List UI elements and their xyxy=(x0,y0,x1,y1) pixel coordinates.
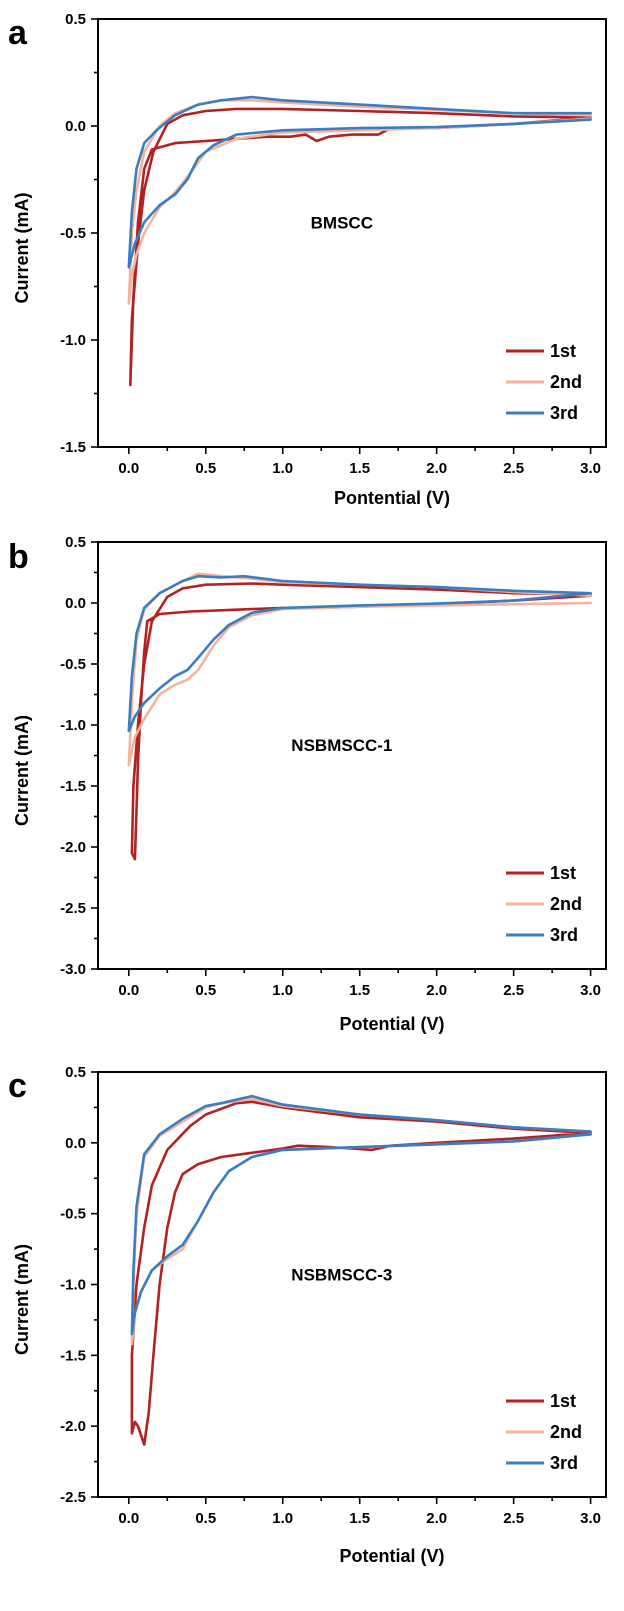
y-tick-label: 0.0 xyxy=(65,1135,86,1152)
x-tick-label: 1.5 xyxy=(349,1510,370,1527)
x-tick-label: 0.0 xyxy=(118,460,139,477)
y-tick-label: -1.0 xyxy=(60,332,86,349)
y-tick-label: -2.0 xyxy=(60,839,86,856)
x-tick-label: 2.0 xyxy=(426,982,447,999)
x-tick-label: 0.0 xyxy=(118,982,139,999)
legend-label: 3rd xyxy=(550,1453,578,1473)
y-axis-title: Current (mA) xyxy=(12,715,32,826)
legend-label: 2nd xyxy=(550,372,582,392)
legend-label: 3rd xyxy=(550,925,578,945)
y-tick-label: -1.5 xyxy=(60,778,86,795)
legend-label: 1st xyxy=(550,863,576,883)
y-tick-label: -1.0 xyxy=(60,717,86,734)
x-tick-label: 0.5 xyxy=(195,982,216,999)
x-axis-title: Potential (V) xyxy=(339,1014,444,1034)
y-tick-label: -1.5 xyxy=(60,439,86,456)
y-tick-label: -2.5 xyxy=(60,1489,86,1506)
series-line-3rd xyxy=(130,1094,592,1336)
series-line-3rd xyxy=(127,574,592,733)
y-tick-label: -2.0 xyxy=(60,1418,86,1435)
panel-c: c 0.0 0.5 1.0 1.5 2.0 2.5 3.0 0.5 0.0 -0.5 -1.0 -1.5… xyxy=(8,1064,607,1566)
series-line-1st xyxy=(129,107,592,387)
series-line-2nd xyxy=(127,572,592,767)
series-line-2nd xyxy=(130,1097,592,1346)
y-axis-title: Current (mA) xyxy=(12,192,32,303)
x-tick-label: 1.0 xyxy=(272,1510,293,1527)
x-tick-label: 3.0 xyxy=(580,1510,601,1527)
y-tick-label: -0.5 xyxy=(60,225,86,242)
y-axis-title: Current (mA) xyxy=(12,1244,32,1355)
y-tick-label: 0.5 xyxy=(65,1064,86,1081)
x-tick-label: 2.5 xyxy=(503,982,524,999)
panel-letter: b xyxy=(8,538,29,576)
legend-label: 3rd xyxy=(550,403,578,423)
x-tick-label: 1.0 xyxy=(272,460,293,477)
y-tick-label: 0.0 xyxy=(65,595,86,612)
x-tick-label: 3.0 xyxy=(580,982,601,999)
legend-label: 1st xyxy=(550,341,576,361)
panel-letter: a xyxy=(8,14,28,52)
series-line-3rd xyxy=(127,95,592,269)
x-axis-title: Pontential (V) xyxy=(334,488,450,508)
x-axis-title: Potential (V) xyxy=(339,1546,444,1566)
legend-label: 2nd xyxy=(550,894,582,914)
series-line-2nd xyxy=(127,99,592,305)
x-tick-label: 2.5 xyxy=(503,460,524,477)
series-line-1st xyxy=(130,582,592,861)
legend-label: 2nd xyxy=(550,1422,582,1442)
sample-label: NSBMSCC-1 xyxy=(291,736,392,755)
y-tick-label: -0.5 xyxy=(60,1206,86,1223)
panel-b: b 0.0 0.5 1.0 1.5 2.0 2.5 3.0 0.5 0.0 -0.5 -1.0 -1.5… xyxy=(8,534,607,1034)
panel-letter: c xyxy=(8,1067,27,1105)
y-tick-label: 0.0 xyxy=(65,118,86,135)
x-tick-label: 2.0 xyxy=(426,460,447,477)
x-tick-label: 1.0 xyxy=(272,982,293,999)
y-tick-label: -3.0 xyxy=(60,961,86,978)
x-tick-label: 0.5 xyxy=(195,460,216,477)
x-tick-label: 1.5 xyxy=(349,460,370,477)
panel-a: a 0.0 0.5 1.0 1.5 2.0 2.5 3.0 0.5 0.0 -0.5 -1.0 -1.5… xyxy=(8,11,607,508)
x-tick-label: 1.5 xyxy=(349,982,370,999)
y-tick-label: 0.5 xyxy=(65,11,86,28)
x-tick-label: 3.0 xyxy=(580,460,601,477)
y-tick-label: -1.0 xyxy=(60,1277,86,1294)
x-tick-label: 0.0 xyxy=(118,1510,139,1527)
y-tick-label: 0.5 xyxy=(65,534,86,551)
y-tick-label: -0.5 xyxy=(60,656,86,673)
legend-label: 1st xyxy=(550,1391,576,1411)
x-tick-label: 0.5 xyxy=(195,1510,216,1527)
y-tick-label: -1.5 xyxy=(60,1347,86,1364)
sample-label: BMSCC xyxy=(311,214,373,233)
x-tick-label: 2.5 xyxy=(503,1510,524,1527)
y-tick-label: -2.5 xyxy=(60,900,86,917)
sample-label: NSBMSCC-3 xyxy=(291,1265,392,1284)
x-tick-label: 2.0 xyxy=(426,1510,447,1527)
